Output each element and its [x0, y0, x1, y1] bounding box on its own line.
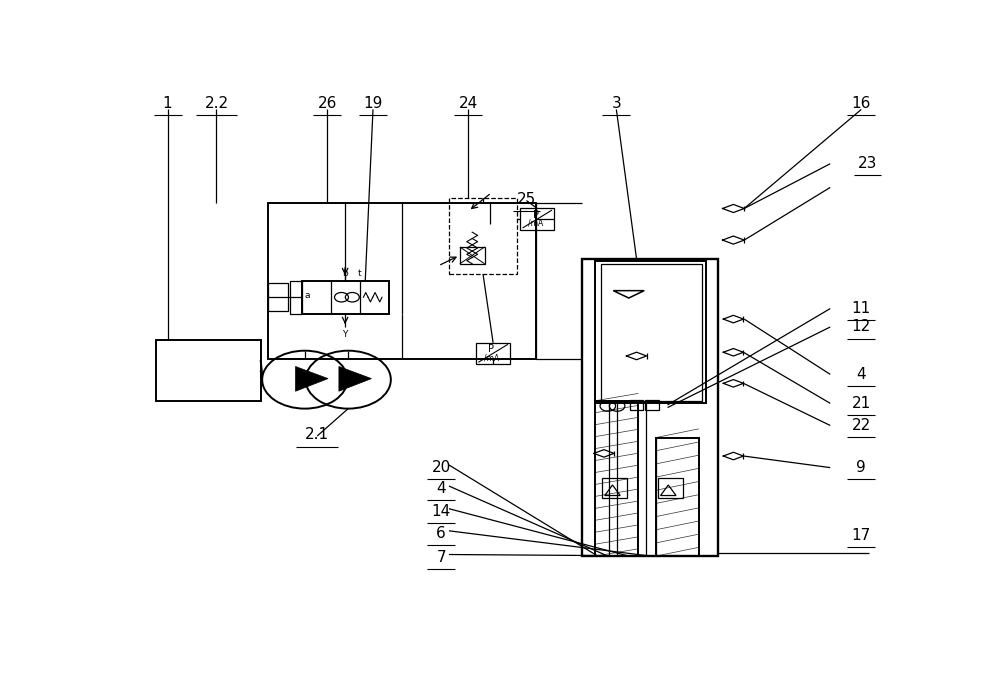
Bar [601, 264, 702, 401]
Text: 4: 4 [436, 481, 446, 496]
Polygon shape [296, 367, 328, 391]
Bar [595, 401, 638, 556]
Text: 3: 3 [611, 96, 621, 111]
Text: 21: 21 [852, 396, 871, 411]
Text: t: t [358, 269, 362, 278]
Text: 11: 11 [852, 301, 871, 316]
Text: 22: 22 [852, 418, 871, 433]
Text: 26: 26 [318, 96, 337, 111]
Bar [156, 340, 261, 401]
Text: 16: 16 [852, 96, 871, 111]
Bar [645, 400, 659, 410]
Bar [460, 247, 485, 264]
Text: P: P [488, 344, 494, 354]
Bar [268, 203, 536, 358]
Bar [656, 438, 698, 556]
Text: 2.2: 2.2 [204, 96, 229, 111]
Bar [595, 261, 706, 404]
Bar [449, 198, 517, 274]
Bar [582, 259, 718, 556]
Text: b: b [342, 269, 348, 278]
Bar [658, 478, 683, 498]
Text: 20: 20 [432, 460, 451, 475]
Text: a: a [305, 291, 310, 300]
Text: 6: 6 [436, 526, 446, 541]
Text: 24: 24 [459, 96, 478, 111]
Text: Y: Y [342, 330, 348, 339]
Text: 4: 4 [856, 367, 866, 382]
Bar [520, 209, 554, 230]
Bar [268, 283, 288, 311]
Bar [630, 400, 643, 410]
Bar [602, 478, 627, 498]
Text: 25: 25 [517, 192, 536, 207]
Text: 12: 12 [852, 319, 871, 334]
Bar [302, 280, 389, 314]
Polygon shape [339, 367, 371, 391]
Text: 19: 19 [363, 96, 383, 111]
Text: /mA: /mA [484, 353, 499, 362]
Text: 14: 14 [432, 504, 451, 519]
Text: 23: 23 [858, 156, 877, 171]
Text: 7: 7 [436, 550, 446, 565]
Text: 2.1: 2.1 [305, 428, 329, 443]
Text: 17: 17 [852, 527, 871, 542]
Bar [290, 280, 302, 314]
Text: 1: 1 [163, 96, 172, 111]
Bar [476, 343, 510, 364]
Text: /mA: /mA [528, 219, 543, 228]
Text: 9: 9 [856, 460, 866, 475]
Text: P: P [533, 210, 539, 220]
